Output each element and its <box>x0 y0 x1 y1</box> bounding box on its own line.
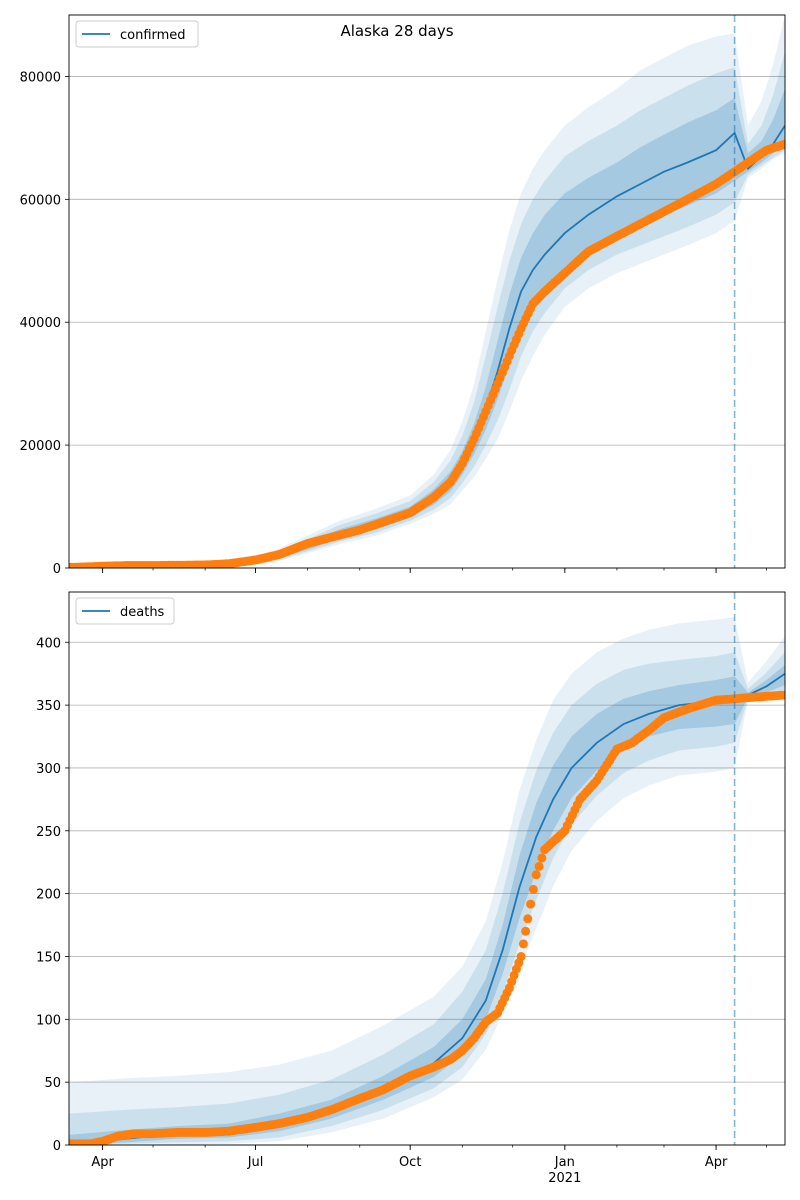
y-tick-label: 200 <box>36 888 61 903</box>
y-tick-label: 60000 <box>20 193 61 208</box>
y-tick-label: 400 <box>36 636 61 651</box>
figure-title: Alaska 28 days <box>340 22 453 40</box>
uncertainty-band-2 <box>69 51 785 568</box>
y-tick-label: 350 <box>36 699 61 714</box>
x-tick-label: Jul <box>247 1155 264 1170</box>
uncertainty-band-1 <box>69 664 785 1145</box>
axes-frame <box>68 14 786 569</box>
y-tick-label: 250 <box>36 825 61 840</box>
y-tick-label: 150 <box>36 950 61 965</box>
x-tick-label: Apr <box>705 1155 728 1170</box>
uncertainty-band-3 <box>69 15 785 568</box>
deaths-chart: 0 50 100 150 200 250 300 350 400 Apr Jul Oct Jan2021… <box>36 591 786 1186</box>
x-tick-label: Apr <box>91 1155 114 1170</box>
legend-box <box>75 20 199 48</box>
y-tick-label: 50 <box>44 1076 61 1091</box>
uncertainty-band-1 <box>69 88 785 568</box>
observed-point <box>518 939 528 949</box>
observed-point <box>528 884 538 894</box>
legend-label: confirmed <box>120 28 186 43</box>
x-tick-label: Oct <box>399 1155 421 1170</box>
legend-label: deaths <box>120 605 165 620</box>
observed-point <box>521 926 531 936</box>
legend: deaths <box>75 597 175 625</box>
x-tick-label: Jan <box>554 1155 575 1170</box>
y-tick-label: 20000 <box>20 439 61 454</box>
observed-point <box>516 952 526 961</box>
y-tick-label: 80000 <box>20 70 61 85</box>
confirmed-chart: 0 20000 40000 60000 80000 confirmed <box>20 14 786 577</box>
uncertainty-band-2 <box>69 652 785 1145</box>
observed-point <box>531 870 541 880</box>
axes-frame <box>68 591 786 1146</box>
observed-point <box>537 853 547 863</box>
y-tick-label: 40000 <box>20 316 61 331</box>
legend: confirmed <box>75 20 199 48</box>
uncertainty-band-3 <box>69 617 785 1145</box>
y-tick-label: 0 <box>53 1139 61 1154</box>
observed-point <box>780 139 785 149</box>
y-tick-label: 0 <box>53 562 61 577</box>
observed-point <box>523 914 533 924</box>
y-tick-label: 100 <box>36 1013 61 1028</box>
observed-point <box>534 861 544 871</box>
legend-box <box>75 597 175 625</box>
y-tick-label: 300 <box>36 762 61 777</box>
observed-point <box>780 690 785 700</box>
observed-point <box>526 899 536 909</box>
x-tick-sublabel: 2021 <box>548 1171 581 1186</box>
